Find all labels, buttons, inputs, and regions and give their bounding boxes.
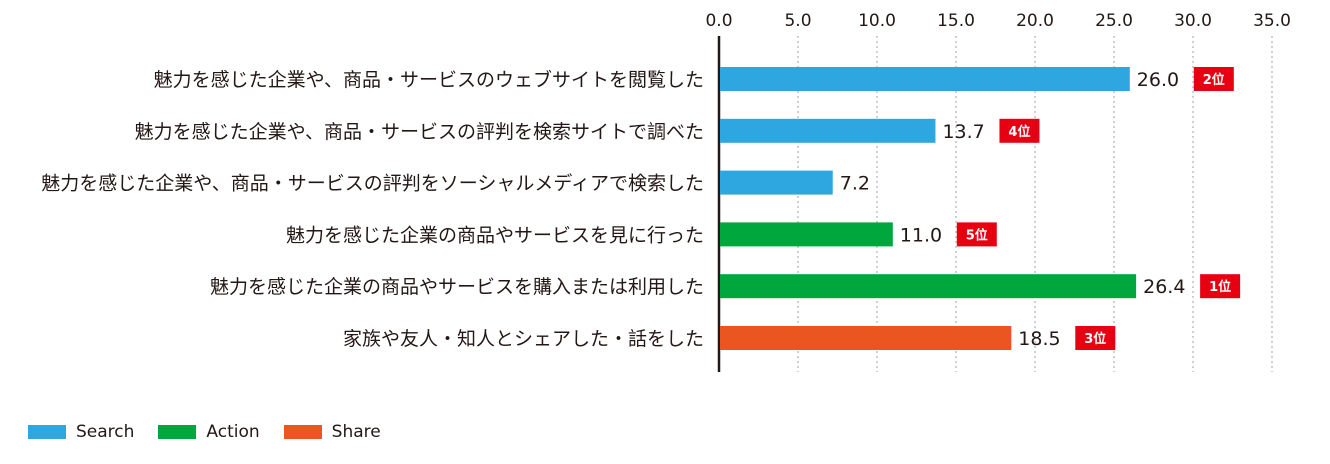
legend-label: Share xyxy=(331,422,381,442)
legend-item-share: Share xyxy=(283,422,381,442)
x-tick-label: 5.0 xyxy=(784,11,811,31)
value-label: 18.5 xyxy=(1018,328,1060,350)
x-tick-label: 15.0 xyxy=(937,11,975,31)
category-label: 魅力を感じた企業や、商品・サービスの評判をソーシャルメディアで検索した xyxy=(41,173,704,195)
bar-row: 魅力を感じた企業や、商品・サービスの評判を検索サイトで調べた 13.7 4位 xyxy=(135,118,1040,143)
value-label: 7.2 xyxy=(840,173,870,195)
x-tick-label: 35.0 xyxy=(1253,11,1291,31)
bars: 魅力を感じた企業や、商品・サービスのウェブサイトを閲覧した 26.0 2位魅力を感じ… xyxy=(41,67,1241,350)
bar xyxy=(720,222,893,247)
value-label: 26.4 xyxy=(1143,276,1185,298)
bar xyxy=(720,274,1137,299)
legend-label: Search xyxy=(76,422,135,442)
bar-row: 魅力を感じた企業や、商品・サービスの評判をソーシャルメディアで検索した 7.2 xyxy=(41,170,870,195)
bar xyxy=(720,326,1012,350)
bar xyxy=(720,67,1130,91)
x-tick-label: 10.0 xyxy=(858,11,896,31)
legend-swatch xyxy=(158,425,197,439)
value-label: 13.7 xyxy=(942,121,984,143)
grid-lines xyxy=(797,36,1273,372)
bar-row: 魅力を感じた企業の商品やサービスを見に行った 11.0 5位 xyxy=(286,222,997,247)
category-label: 魅力を感じた企業の商品やサービスを見に行った xyxy=(286,224,704,246)
rank-label: 4位 xyxy=(1008,124,1030,140)
x-axis-ticks: 0.0 5.0 10.0 15.0 20.0 25.0 30.0 35.0 xyxy=(705,11,1290,31)
bar-row: 魅力を感じた企業や、商品・サービスのウェブサイトを閲覧した 26.0 2位 xyxy=(154,67,1234,91)
category-label: 魅力を感じた企業や、商品・サービスのウェブサイトを閲覧した xyxy=(154,68,704,91)
category-label: 魅力を感じた企業の商品やサービスを購入または利用した xyxy=(210,276,704,298)
bar-row: 魅力を感じた企業の商品やサービスを購入または利用した 26.4 1位 xyxy=(210,274,1241,299)
rank-label: 3位 xyxy=(1084,331,1106,347)
legend: Search Action Share xyxy=(28,421,405,443)
rank-label: 2位 xyxy=(1203,72,1225,88)
legend-swatch xyxy=(283,425,322,439)
legend-swatch xyxy=(28,425,66,439)
value-label: 26.0 xyxy=(1137,69,1179,91)
category-label: 家族や友人・知人とシェアした・話をした xyxy=(343,328,704,350)
bar xyxy=(720,118,936,143)
legend-label: Action xyxy=(206,422,260,442)
rank-label: 1位 xyxy=(1209,279,1231,295)
x-tick-label: 20.0 xyxy=(1016,11,1054,31)
rank-badge xyxy=(956,222,997,247)
x-tick-label: 25.0 xyxy=(1095,11,1133,31)
x-tick-label: 0.0 xyxy=(705,11,732,31)
x-tick-label: 30.0 xyxy=(1174,11,1212,31)
legend-item-search: Search xyxy=(28,422,134,442)
rank-badge xyxy=(999,118,1040,143)
rank-badge xyxy=(1075,326,1116,350)
bar-chart: 0.0 5.0 10.0 15.0 20.0 25.0 30.0 35.0 魅力を感じた企業や… xyxy=(41,11,1291,372)
value-label: 11.0 xyxy=(900,224,942,246)
bar xyxy=(720,170,833,195)
bar-row: 家族や友人・知人とシェアした・話をした 18.5 3位 xyxy=(343,326,1116,350)
legend-item-action: Action xyxy=(158,422,260,442)
rank-badge xyxy=(1193,67,1234,91)
category-label: 魅力を感じた企業や、商品・サービスの評判を検索サイトで調べた xyxy=(135,121,704,143)
rank-badge xyxy=(1200,274,1241,299)
rank-label: 5位 xyxy=(966,227,988,243)
